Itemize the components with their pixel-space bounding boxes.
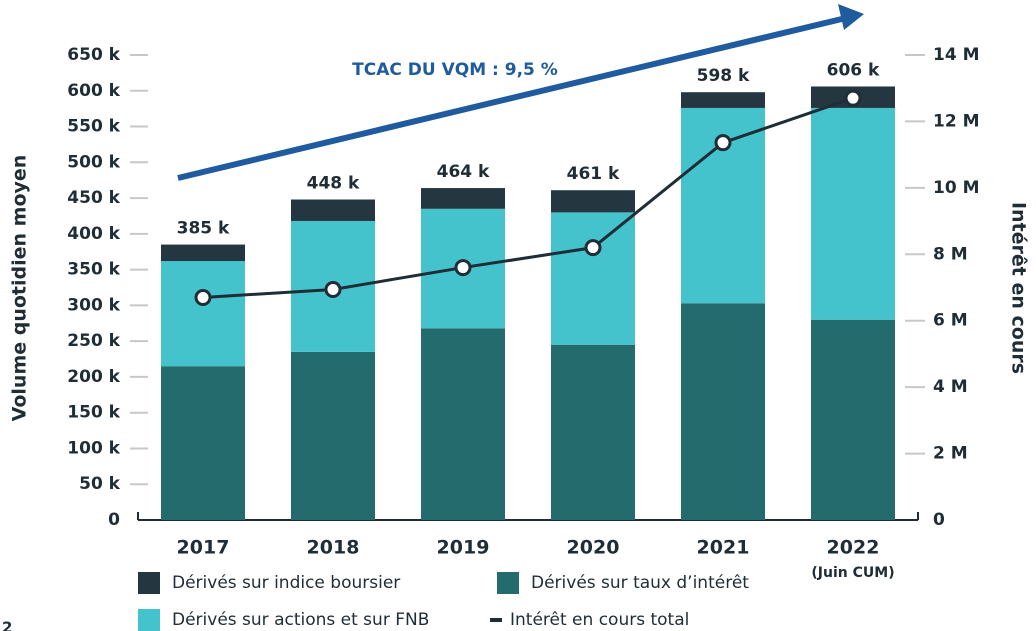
y2-axis-label: Intérêt en cours [1008, 202, 1030, 374]
legend-label: Dérivés sur actions et sur FNB [172, 610, 429, 630]
total-label: 448 k [307, 174, 360, 194]
trend-arrow [177, 15, 847, 181]
y2-tick-label: 2 M [933, 444, 968, 464]
y-tick-label: 550 k [67, 117, 120, 137]
line [202, 96, 854, 299]
x-tick-label: 2020 [567, 537, 620, 559]
bar-segment [421, 328, 505, 520]
y-tick-label: 400 k [67, 224, 120, 244]
y-tick-label: 500 k [67, 152, 120, 172]
legend-label: Dérivés sur taux d’intérêt [531, 573, 749, 593]
bar-segment [161, 366, 245, 520]
legend-swatch [138, 572, 160, 594]
bar-segment [161, 261, 245, 367]
y-tick-label: 50 k [79, 474, 121, 494]
line-marker [714, 134, 732, 152]
bar-segment [291, 199, 375, 221]
y-tick-label: 200 k [67, 367, 120, 387]
y2-tick-label: 0 [933, 510, 945, 530]
legend-swatch [497, 572, 519, 594]
x-tick-label: 2022 [827, 537, 880, 559]
y-axis-label: Volume quotidien moyen [9, 155, 31, 422]
x-tick-label: 2017 [177, 537, 230, 559]
line-marker [844, 89, 862, 107]
bar-segment [551, 212, 635, 345]
x-tick-label: 2021 [697, 537, 750, 559]
line-marker [194, 288, 212, 306]
y-tick-label: 350 k [67, 260, 120, 280]
legend-swatch [138, 609, 160, 631]
y-tick-label: 150 k [67, 403, 120, 423]
line-marker [454, 259, 472, 277]
x-tick-label: 2018 [307, 537, 360, 559]
y2-tick-label: 8 M [933, 244, 968, 264]
legend-label: Intérêt en cours total [510, 610, 689, 630]
y2-tick-label: 12 M [933, 111, 980, 131]
line-marker [324, 280, 342, 298]
total-label: 464 k [437, 162, 490, 182]
total-label: 598 k [697, 66, 750, 86]
y2-tick-label: 4 M [933, 377, 968, 397]
y-tick-label: 650 k [67, 45, 120, 65]
bar-segment [161, 244, 245, 262]
y-tick-label: 0 [108, 510, 120, 530]
y-tick-label: 250 k [67, 331, 120, 351]
y-tick-label: 100 k [67, 438, 120, 458]
y2-tick-label: 6 M [933, 311, 968, 331]
y-tick-label: 300 k [67, 295, 120, 315]
total-label: 461 k [567, 164, 620, 184]
bar-segment [681, 92, 765, 108]
legend-label: Dérivés sur indice boursier [172, 573, 400, 593]
y2-tick-label: 14 M [933, 45, 980, 65]
total-label: 385 k [177, 219, 230, 239]
bar-segment [421, 188, 505, 209]
x-tick-label: 2019 [437, 537, 490, 559]
bar-segment [551, 344, 635, 520]
bar-segment [551, 190, 635, 213]
y2-tick-label: 10 M [933, 178, 980, 198]
y-tick-label: 450 k [67, 188, 120, 208]
bar-segment [811, 107, 895, 320]
category-note: (Juin CUM) [811, 565, 894, 581]
arrow-head [838, 4, 864, 30]
line-marker [584, 239, 602, 257]
total-label: 606 k [827, 60, 880, 80]
page-number: 2 [2, 619, 12, 631]
bar-segment [681, 303, 765, 520]
bar-segment [811, 319, 895, 520]
annotation: TCAC DU VQM : 9,5 % [352, 60, 558, 80]
bar-segment [291, 351, 375, 520]
y-tick-label: 600 k [67, 81, 120, 101]
